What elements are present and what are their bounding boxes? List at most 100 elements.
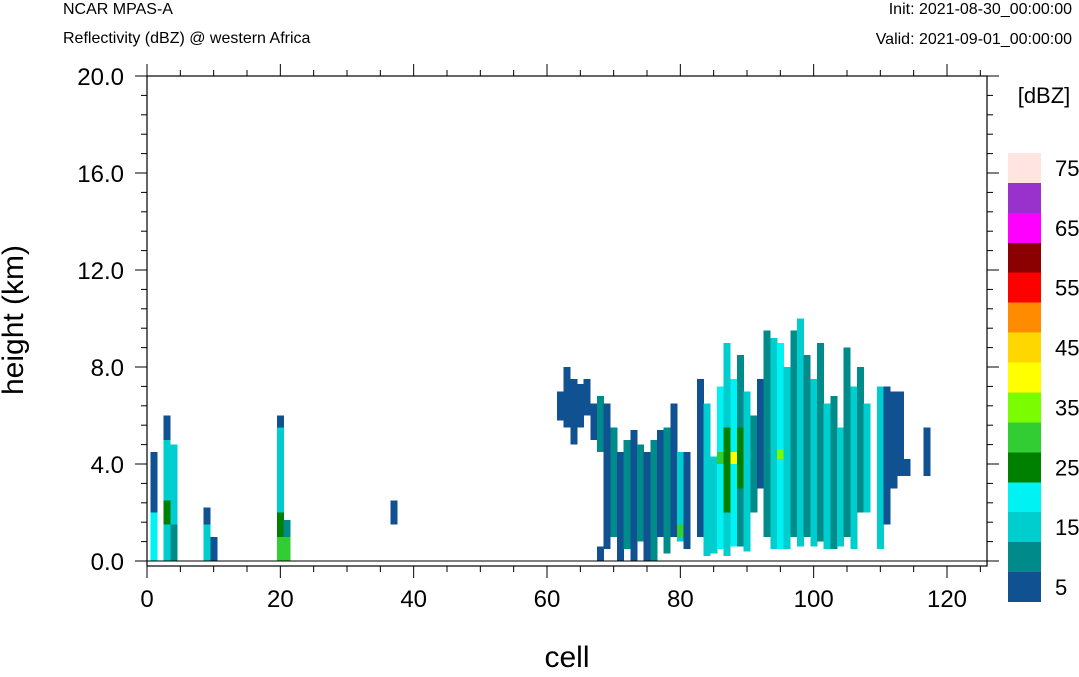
- colorbar-swatch: [1008, 452, 1041, 483]
- valid-time-label: Valid: 2021-09-01_00:00:00: [875, 31, 1072, 48]
- y-tick-label: 16.0: [77, 161, 124, 188]
- y-tick-label: 20.0: [77, 64, 124, 91]
- reflectivity-cell: [677, 524, 685, 537]
- reflectivity-cell: [710, 456, 718, 554]
- reflectivity-cell: [283, 519, 291, 537]
- colorbar-label: 25: [1055, 455, 1079, 480]
- reflectivity-cell: [583, 379, 591, 416]
- reflectivity-cell: [717, 451, 725, 464]
- reflectivity-cell: [803, 354, 811, 537]
- reflectivity-cell: [857, 367, 865, 513]
- colorbar-swatch: [1008, 392, 1041, 423]
- reflectivity-cell: [750, 415, 758, 513]
- chart-title: NCAR MPAS-A: [63, 1, 173, 18]
- reflectivity-cell: [650, 439, 658, 561]
- colorbar-swatch: [1008, 512, 1041, 543]
- reflectivity-cell: [637, 444, 645, 542]
- y-axis-title: height (km): [0, 245, 30, 395]
- reflectivity-cell: [603, 403, 611, 464]
- reflectivity-cell: [883, 386, 891, 525]
- y-tick-label: 0.0: [91, 549, 124, 576]
- reflectivity-cell: [703, 403, 711, 557]
- reflectivity-cell: [763, 330, 771, 537]
- plot-border: [146, 75, 988, 567]
- reflectivity-cell: [563, 367, 571, 428]
- x-tick-label: 40: [400, 586, 427, 613]
- reflectivity-cell: [817, 342, 825, 542]
- colorbar-label: 35: [1055, 395, 1079, 420]
- x-axis-title: cell: [544, 641, 589, 674]
- y-tick-label: 12.0: [77, 258, 124, 285]
- reflectivity-cell: [843, 347, 851, 537]
- reflectivity-cell: [823, 403, 831, 549]
- reflectivity-cell: [623, 439, 631, 549]
- reflectivity-cell: [730, 451, 738, 464]
- colorbar-swatch: [1008, 362, 1041, 393]
- colorbar-label: 55: [1055, 276, 1079, 301]
- colorbar-swatch: [1008, 332, 1041, 363]
- init-time-label: Init: 2021-08-30_00:00:00: [888, 1, 1072, 18]
- colorbar-label: 65: [1055, 216, 1079, 241]
- plot-frame: [146, 75, 988, 567]
- reflectivity-cell: [150, 451, 158, 513]
- reflectivity-cell: [557, 391, 565, 421]
- colorbar-swatch: [1008, 182, 1041, 213]
- reflectivity-cell: [737, 427, 745, 489]
- reflectivity-cell: [277, 512, 285, 537]
- reflectivity-cell: [283, 536, 291, 561]
- chart-subtitle: Reflectivity (dBZ) @ western Africa: [63, 30, 311, 47]
- y-tick-label: 4.0: [91, 452, 124, 479]
- reflectivity-cell: [923, 427, 931, 477]
- colorbar-swatch: [1008, 572, 1041, 602]
- reflectivity-cell: [163, 524, 171, 561]
- colorbar-label: 15: [1055, 515, 1079, 540]
- reflectivity-cell: [570, 379, 578, 445]
- reflectivity-cell: [677, 451, 685, 542]
- reflectivity-cell: [837, 427, 845, 547]
- reflectivity-cells: [150, 318, 931, 561]
- reflectivity-cell: [797, 318, 805, 547]
- reflectivity-cell: [717, 386, 725, 549]
- x-tick-label: 0: [140, 586, 153, 613]
- y-tick-label: 8.0: [91, 355, 124, 382]
- x-tick-label: 20: [267, 586, 294, 613]
- colorbar-swatch: [1008, 482, 1041, 513]
- x-axis: 0 20 40 60 80 100 120: [140, 64, 981, 613]
- reflectivity-cell: [163, 500, 171, 525]
- y-axis: 0.0 4.0 8.0 12.0 16.0 20.0: [77, 64, 999, 576]
- reflectivity-cell: [643, 451, 651, 561]
- reflectivity-cell: [603, 451, 611, 549]
- reflectivity-cell: [150, 512, 158, 561]
- reflectivity-cell: [597, 396, 605, 452]
- reflectivity-cell: [697, 379, 705, 537]
- reflectivity-cell: [277, 415, 285, 428]
- reflectivity-cell: [210, 536, 218, 561]
- reflectivity-cell: [590, 403, 598, 440]
- reflectivity-cell: [783, 367, 791, 549]
- reflectivity-cell: [163, 439, 171, 501]
- reflectivity-cell: [897, 391, 905, 477]
- reflectivity-cell: [203, 524, 211, 561]
- reflectivity-cell: [277, 536, 285, 561]
- reflectivity-cell: [170, 524, 178, 561]
- reflectivity-cell: [890, 391, 898, 489]
- colorbar-label: 5: [1055, 575, 1067, 600]
- reflectivity-cell: [203, 507, 211, 525]
- colorbar-title: [dBZ]: [1018, 83, 1071, 108]
- x-tick-label: 120: [927, 586, 967, 613]
- reflectivity-cell: [170, 444, 178, 525]
- colorbar-swatch: [1008, 272, 1041, 303]
- x-tick-label: 80: [667, 586, 694, 613]
- reflectivity-cell: [850, 386, 858, 549]
- reflectivity-cell: [863, 403, 871, 513]
- reflectivity-cell: [743, 391, 751, 552]
- reflectivity-cell: [777, 449, 785, 460]
- reflectivity-cell: [723, 427, 731, 513]
- reflectivity-cell: [663, 427, 671, 554]
- reflectivity-cell: [810, 379, 818, 547]
- colorbar-swatch: [1008, 422, 1041, 453]
- x-tick-label: 60: [534, 586, 561, 613]
- colorbar-swatch: [1008, 212, 1041, 243]
- reflectivity-cell: [670, 403, 678, 537]
